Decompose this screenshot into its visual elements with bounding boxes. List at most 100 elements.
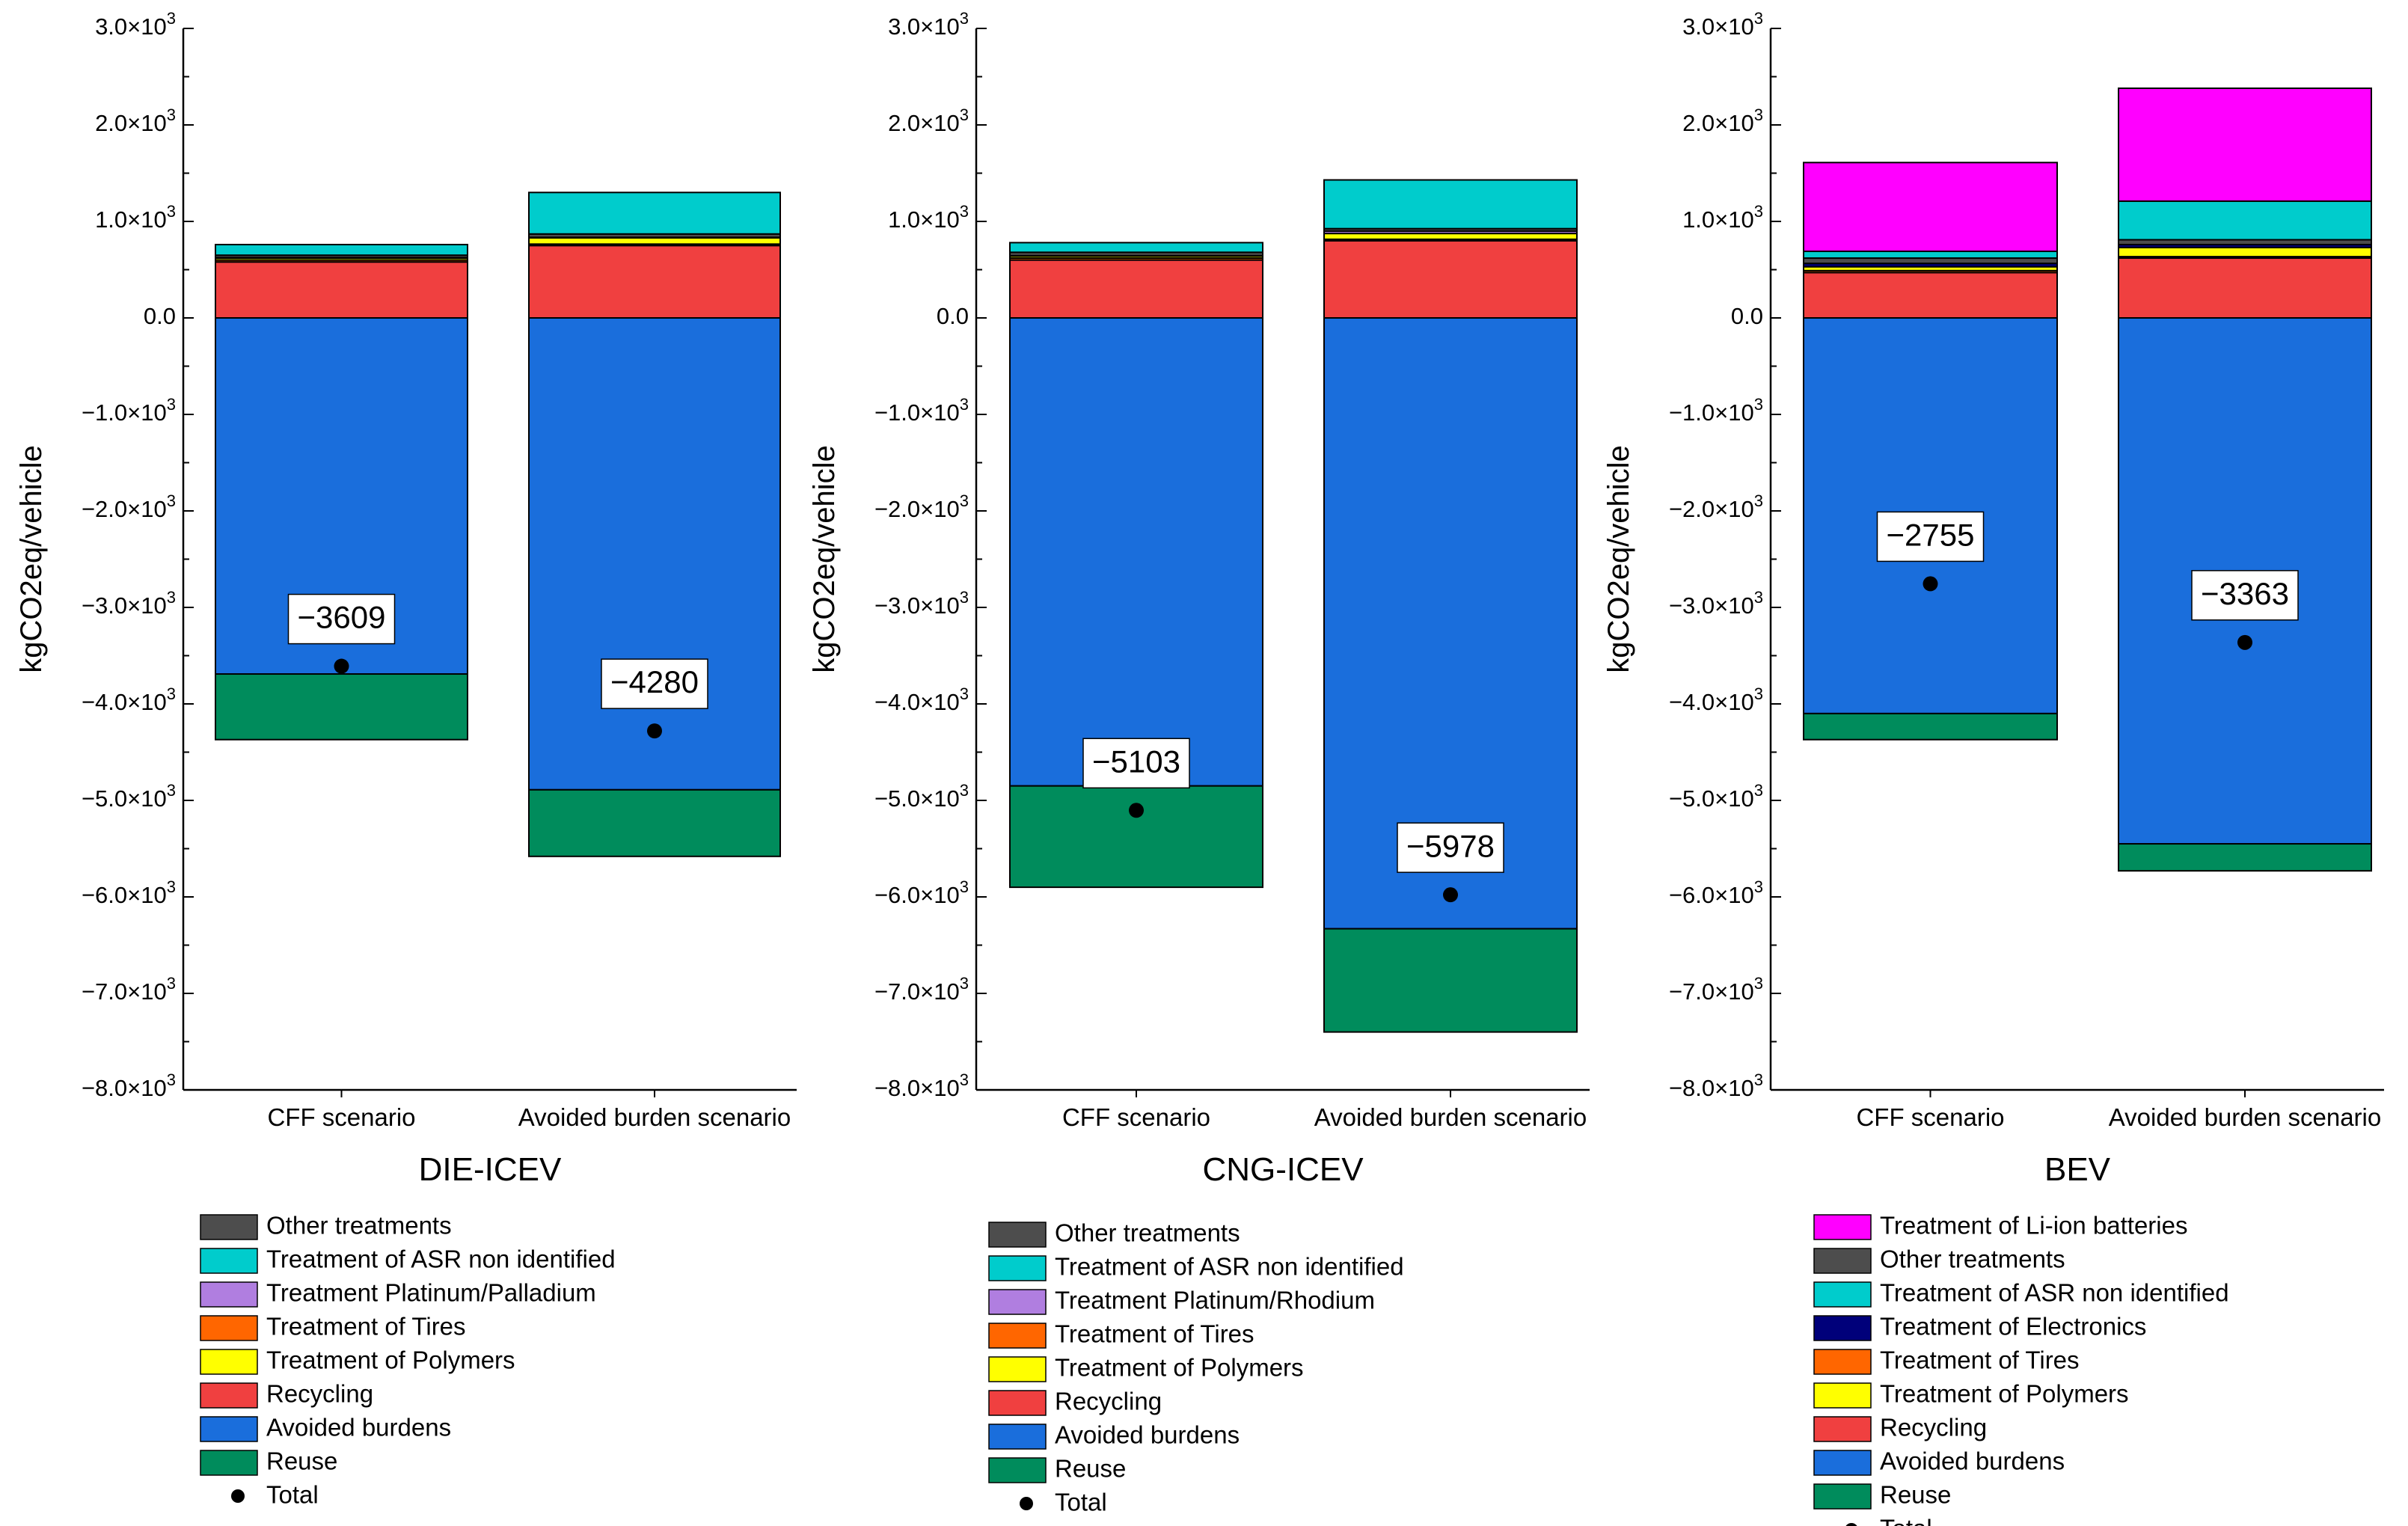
y-tick-label-11: −8.0×103	[1669, 1070, 1763, 1101]
legend-swatch-2	[988, 1289, 1047, 1315]
legend-swatch-4	[1813, 1349, 1872, 1375]
legend-label-0: Other treatments	[1055, 1219, 1240, 1247]
legend-swatch-7	[200, 1450, 258, 1476]
legend-swatch-5	[1813, 1382, 1872, 1409]
bar-recycling-0	[1009, 259, 1263, 319]
y-tick-label-4: −1.0×103	[82, 395, 176, 426]
y-axis-label: kgCO2eq/vehicle	[15, 445, 48, 673]
legend-label-0: Other treatments	[266, 1212, 452, 1240]
legend-label-5: Recycling	[266, 1380, 373, 1408]
y-tick-label-6: −3.0×103	[82, 588, 176, 619]
legend-label-5: Recycling	[1055, 1388, 1162, 1415]
total-label-box-1	[2191, 570, 2299, 621]
legend-swatch-0	[200, 1214, 258, 1240]
total-marker-0	[1129, 803, 1144, 818]
panel-title: CNG-ICEV	[1202, 1151, 1364, 1188]
y-tick-label-1: 2.0×103	[888, 105, 969, 136]
panel-bev: −2755 CFF scenario −3363 Avoided burden sce…	[1602, 9, 2384, 1526]
legend-label-3: Treatment of Tires	[1055, 1320, 1254, 1348]
bar-recycling-1	[1323, 239, 1578, 319]
panel-die-icev: −3609 CFF scenario −4280 Avoided burden sce…	[15, 9, 797, 1509]
total-label-box-0	[287, 593, 396, 645]
bar-treatment-of-polymers-1	[2118, 246, 2372, 258]
legend-swatch-1	[200, 1248, 258, 1274]
y-tick-label-10: −7.0×103	[874, 974, 969, 1005]
legend-swatch-1	[1813, 1248, 1872, 1274]
legend: Treatment of Li-ion batteries Other treat…	[1813, 1212, 2229, 1526]
y-tick-label-5: −2.0×103	[1669, 491, 1763, 522]
bar-avoided-burdens-0	[1009, 317, 1263, 787]
total-marker-0	[1923, 576, 1938, 592]
x-tick-label-1: Avoided burden scenario	[518, 1103, 791, 1131]
y-tick-label-3: 0.0	[1731, 303, 1763, 329]
legend: Other treatments Treatment of ASR non ide…	[988, 1219, 1404, 1516]
total-label-box-0	[1876, 511, 1985, 563]
legend-label-8: Total	[1055, 1489, 1107, 1516]
y-tick-label-2: 1.0×103	[1682, 202, 1763, 233]
y-tick-label-9: −6.0×103	[874, 877, 969, 908]
bar-treatment-of-li-ion-batteries-0	[1803, 162, 2058, 252]
legend-label-7: Avoided burdens	[1880, 1447, 2065, 1475]
legend-swatch-0	[1813, 1214, 1872, 1240]
y-tick-label-1: 2.0×103	[95, 105, 176, 136]
legend: Other treatments Treatment of ASR non ide…	[200, 1212, 616, 1509]
panel-title: BEV	[2044, 1151, 2111, 1188]
y-tick-label-9: −6.0×103	[82, 877, 176, 908]
x-tick-label-1: Avoided burden scenario	[1314, 1103, 1587, 1131]
y-tick-label-6: −3.0×103	[1669, 588, 1763, 619]
bar-avoided-burdens-1	[528, 317, 781, 791]
total-label-1: −5978	[1406, 828, 1495, 863]
total-label-0: −3609	[298, 600, 386, 635]
y-tick-label-11: −8.0×103	[874, 1070, 969, 1101]
legend-label-0: Treatment of Li-ion batteries	[1880, 1212, 2187, 1240]
x-tick-label-0: CFF scenario	[1062, 1103, 1210, 1131]
y-tick-label-8: −5.0×103	[874, 781, 969, 812]
total-marker-1	[647, 723, 662, 739]
bar-reuse-0	[215, 673, 468, 741]
bar-recycling-0	[1803, 272, 2058, 319]
legend-swatch-5	[988, 1390, 1047, 1416]
legend-label-4: Treatment of Tires	[1880, 1346, 2080, 1374]
legend-swatch-6	[1813, 1416, 1872, 1442]
legend-swatch-7	[988, 1457, 1047, 1483]
legend-label-7: Reuse	[1055, 1455, 1126, 1483]
legend-swatch-1	[988, 1255, 1047, 1281]
y-tick-label-8: −5.0×103	[1669, 781, 1763, 812]
legend-swatch-6	[200, 1416, 258, 1442]
y-tick-label-3: 0.0	[144, 303, 176, 329]
legend-label-5: Treatment of Polymers	[1880, 1380, 2129, 1408]
bar-reuse-1	[1323, 928, 1578, 1033]
legend-swatch-3	[200, 1315, 258, 1341]
legend-label-2: Treatment Platinum/Palladium	[266, 1279, 596, 1307]
y-tick-label-2: 1.0×103	[95, 202, 176, 233]
legend-swatch-6	[988, 1424, 1047, 1450]
x-tick-label-0: CFF scenario	[1856, 1103, 2004, 1131]
bar-reuse-1	[2118, 843, 2372, 872]
bar-treatment-of-asr-non-identified-0	[1009, 242, 1263, 254]
legend-swatch-4	[200, 1349, 258, 1375]
legend-label-2: Treatment Platinum/Rhodium	[1055, 1287, 1375, 1314]
y-tick-label-4: −1.0×103	[1669, 395, 1763, 426]
bar-reuse-0	[1803, 712, 2058, 741]
y-tick-label-3: 0.0	[937, 303, 969, 329]
total-marker-0	[334, 658, 349, 674]
bar-treatment-of-li-ion-batteries-1	[2118, 87, 2372, 202]
bar-reuse-0	[1009, 785, 1263, 889]
legend-label-2: Treatment of ASR non identified	[1880, 1279, 2229, 1307]
bar-treatment-of-polymers-1	[1323, 233, 1578, 240]
y-tick-label-4: −1.0×103	[874, 395, 969, 426]
total-label-0: −5103	[1092, 744, 1180, 779]
legend-label-3: Treatment of Electronics	[1880, 1313, 2146, 1340]
y-tick-label-7: −4.0×103	[1669, 684, 1763, 715]
legend-label-8: Total	[266, 1481, 319, 1509]
legend-swatch-total	[231, 1489, 245, 1503]
total-marker-1	[1443, 887, 1458, 903]
y-tick-label-0: 3.0×103	[888, 9, 969, 40]
y-tick-label-7: −4.0×103	[874, 684, 969, 715]
total-label-box-0	[1082, 738, 1190, 789]
y-tick-label-9: −6.0×103	[1669, 877, 1763, 908]
y-tick-label-5: −2.0×103	[874, 491, 969, 522]
legend-label-4: Treatment of Polymers	[1055, 1354, 1304, 1382]
total-label-1: −4280	[610, 664, 699, 699]
